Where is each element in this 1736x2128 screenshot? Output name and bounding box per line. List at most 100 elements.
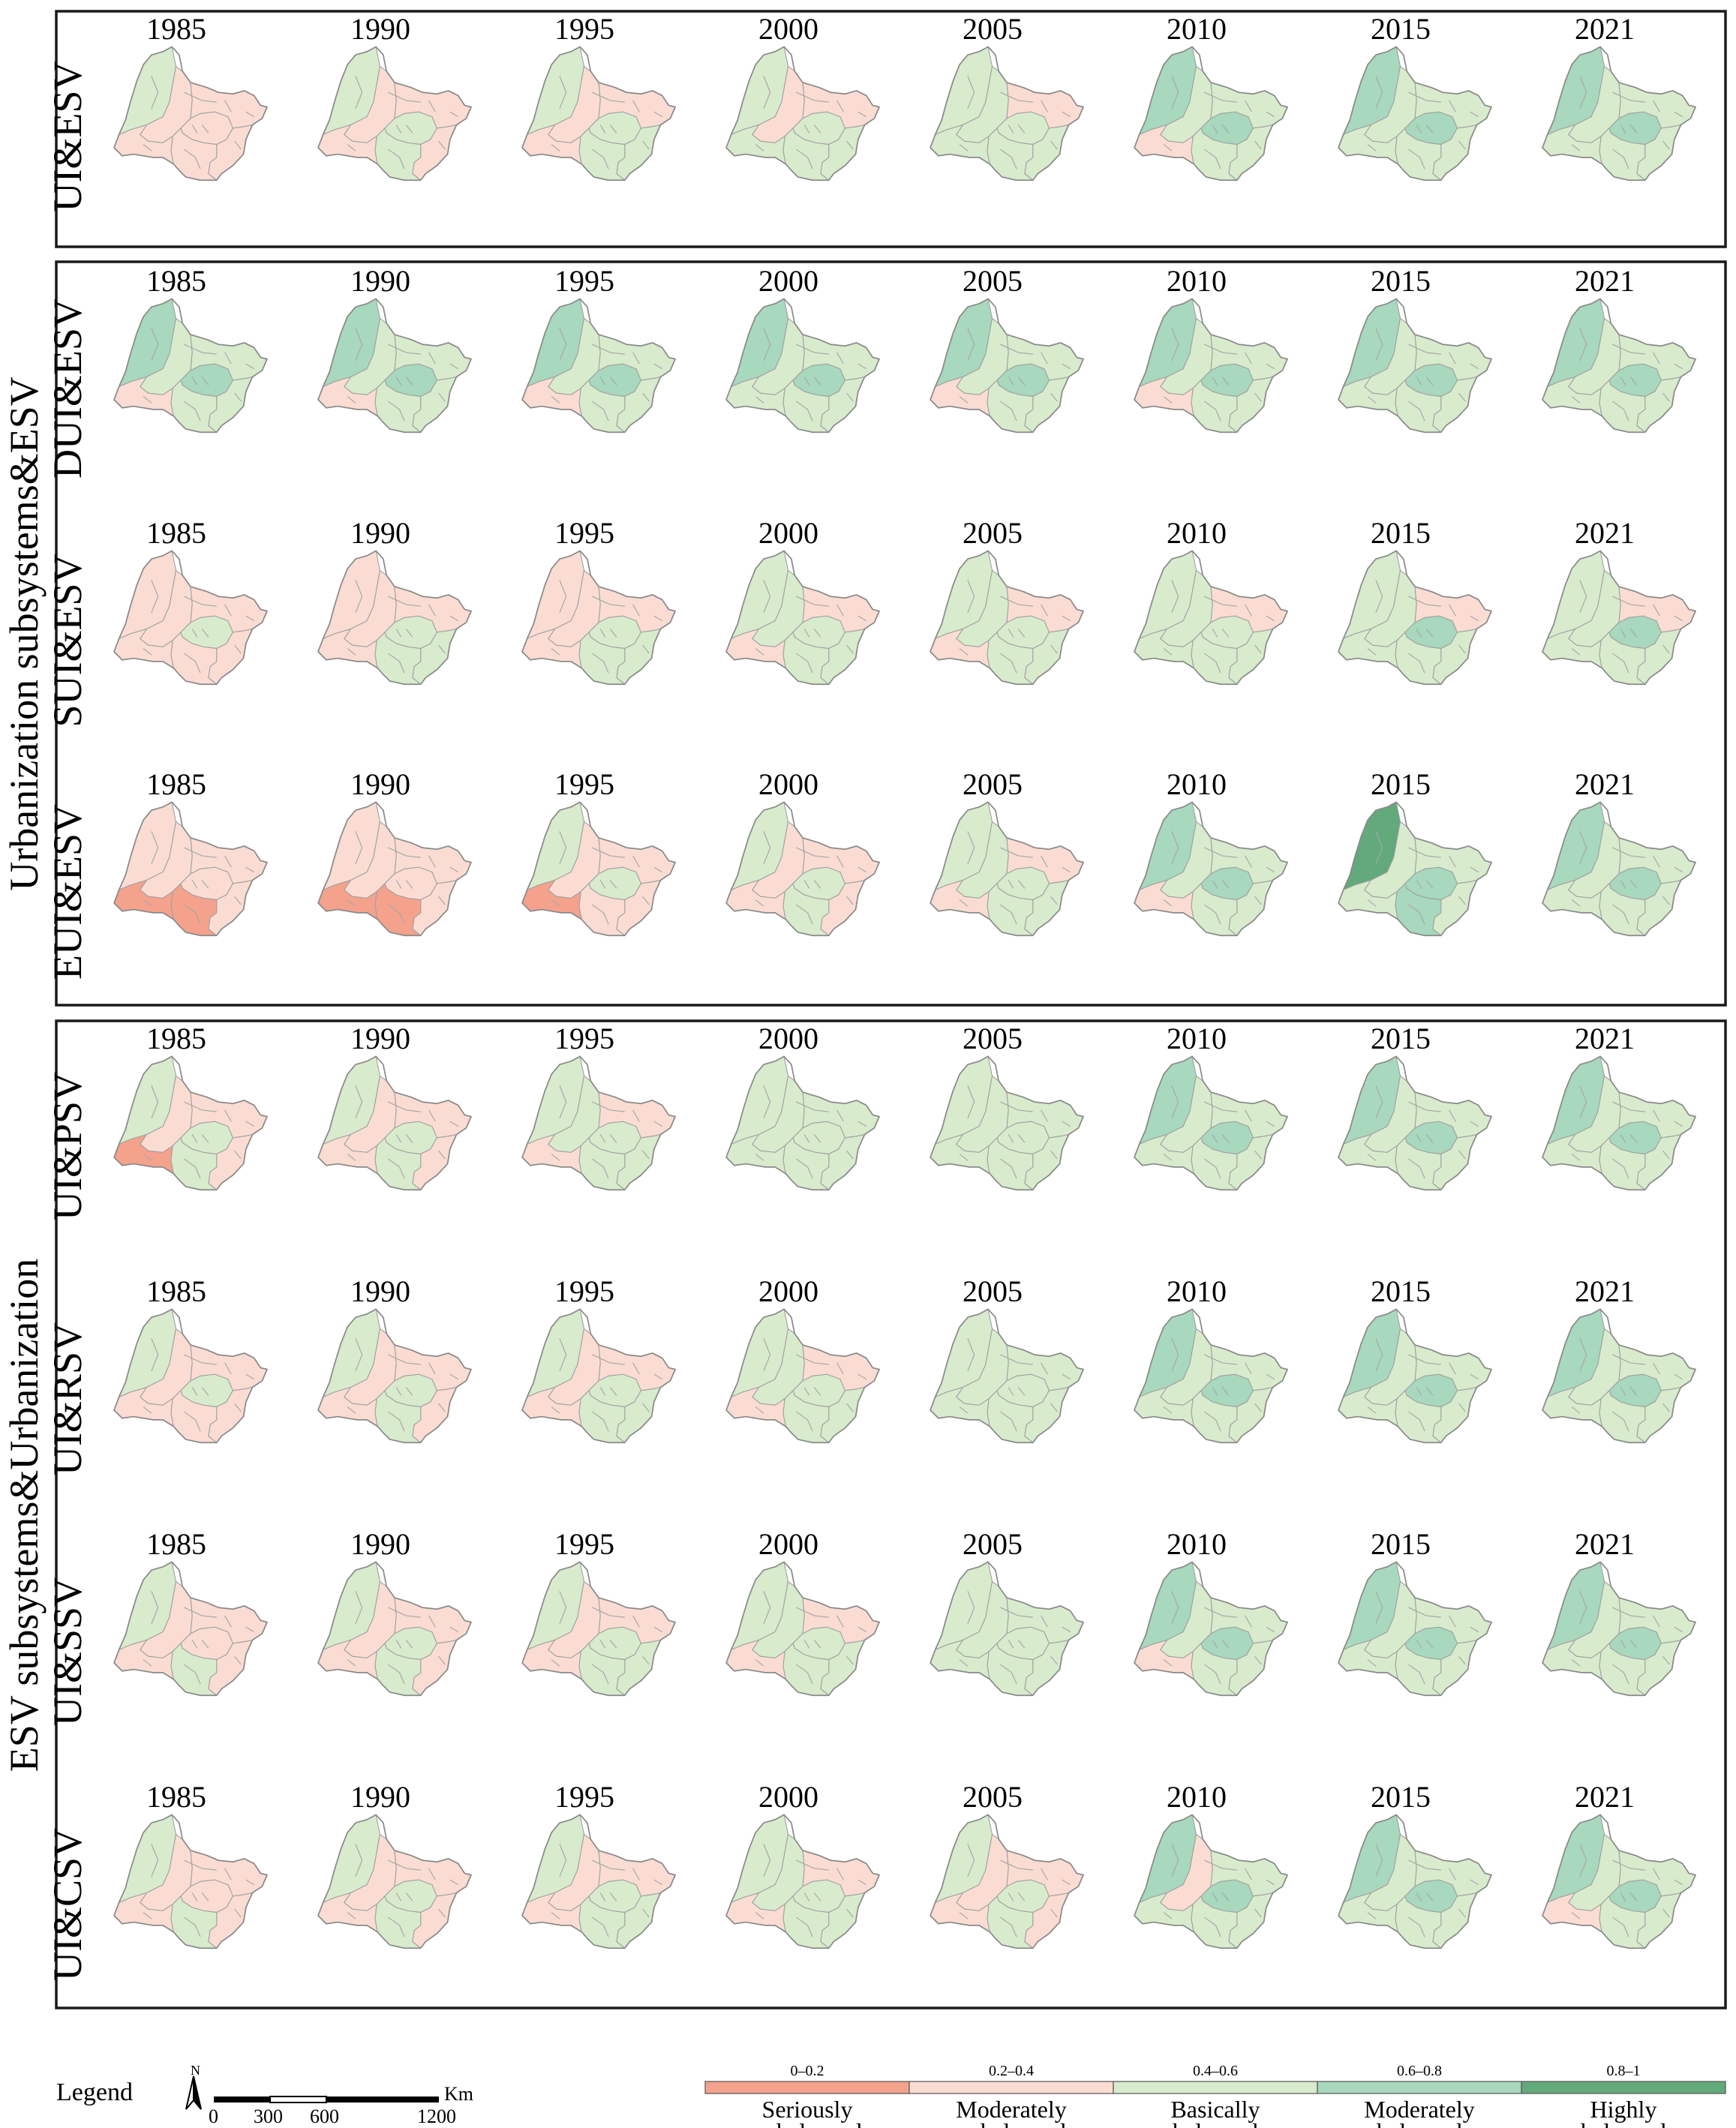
county-boundary [143, 144, 152, 152]
year-label: 2005 [963, 516, 1023, 550]
county-boundary [355, 1338, 363, 1372]
county-boundary [438, 1150, 446, 1160]
county-boundary [755, 648, 764, 656]
county-boundary [1620, 377, 1626, 386]
county-boundary [609, 125, 617, 134]
county-boundary [1416, 1892, 1422, 1901]
county-boundary [1674, 866, 1683, 873]
legend-class-label-2: unbalanced [752, 2118, 862, 2128]
county-boundary [1041, 352, 1048, 365]
year-label: 2015 [1371, 1274, 1431, 1308]
county-boundary [1571, 648, 1581, 656]
map-panel [317, 1055, 472, 1191]
map-outline [1542, 1814, 1696, 1949]
map-panel [1134, 801, 1288, 937]
county-boundary [551, 396, 560, 404]
county-boundary [1612, 1859, 1645, 1871]
county-boundary [755, 1659, 764, 1667]
county-boundary [1653, 604, 1660, 617]
map-panel [521, 1308, 676, 1444]
county-boundary [1017, 1892, 1026, 1901]
map-panel [930, 1814, 1084, 1949]
county-boundary [653, 1373, 662, 1380]
map-panel [930, 46, 1084, 182]
map-panel [1338, 1308, 1492, 1444]
county-boundary [1629, 1640, 1638, 1649]
year-label: 1990 [350, 1274, 410, 1308]
county-boundary [143, 1659, 152, 1667]
county-boundary [224, 1109, 232, 1122]
county-boundary [1653, 352, 1660, 365]
county-boundary [632, 855, 640, 868]
county-boundary [1408, 1664, 1425, 1685]
county-boundary [395, 1892, 402, 1901]
county-boundary [388, 847, 421, 858]
county-boundary [1171, 1338, 1179, 1372]
county-boundary [1470, 1121, 1479, 1127]
county-boundary [1612, 1101, 1645, 1112]
map-outline [521, 801, 676, 937]
county-boundary [803, 1134, 810, 1143]
county-boundary [184, 1101, 217, 1112]
county-boundary [592, 1354, 625, 1365]
county-boundary [1449, 1362, 1456, 1375]
map-outline [521, 298, 676, 434]
county-boundary [1375, 1591, 1383, 1625]
county-boundary [1204, 1354, 1237, 1365]
county-boundary [1620, 629, 1626, 638]
county-boundary [959, 1659, 969, 1667]
county-boundary [245, 1121, 254, 1127]
county-boundary [355, 1591, 363, 1625]
county-boundary [653, 866, 662, 873]
map-panel [1134, 1814, 1288, 1949]
county-boundary [395, 377, 402, 386]
year-label: 2021 [1575, 767, 1635, 801]
legend-class: 0.2–0.4 Moderatelyunbalanced [909, 2063, 1114, 2128]
county-boundary [347, 144, 356, 152]
map-outline [1134, 1308, 1288, 1444]
year-label: 2000 [758, 1274, 818, 1308]
county-boundary [1612, 653, 1629, 674]
county-boundary [405, 1134, 413, 1143]
county-boundary [191, 629, 198, 638]
county-boundary [1579, 328, 1587, 362]
year-label: 2000 [758, 1527, 818, 1561]
county-boundary [151, 831, 159, 865]
county-boundary [1375, 1085, 1383, 1119]
county-boundary [803, 377, 810, 386]
map-outline [930, 1814, 1084, 1949]
county-boundary [959, 1406, 969, 1414]
county-boundary [1050, 1403, 1058, 1412]
map-outline [1338, 46, 1492, 182]
county-boundary [1266, 363, 1275, 370]
county-boundary [151, 1591, 159, 1625]
map-outline [521, 1308, 676, 1444]
county-boundary [632, 604, 640, 617]
county-boundary [1017, 629, 1026, 638]
class-legend: 0–0.2Seriouslyunbalanced0.2–0.4Moderatel… [704, 2063, 1726, 2128]
county-boundary [1449, 352, 1456, 365]
county-boundary [1571, 1154, 1581, 1161]
county-boundary [609, 377, 617, 386]
county-boundary [184, 344, 217, 355]
county-boundary [796, 1101, 829, 1112]
county-boundary [388, 1354, 421, 1365]
map-panel [1542, 1055, 1696, 1191]
year-label: 2010 [1167, 516, 1227, 550]
county-boundary [1367, 396, 1377, 404]
map-panel [725, 298, 880, 434]
map-outline [113, 1055, 268, 1191]
year-label: 2021 [1575, 1274, 1635, 1308]
county-boundary [405, 1892, 413, 1901]
county-boundary [428, 1109, 436, 1122]
county-boundary [1008, 1640, 1014, 1649]
county-boundary [1458, 140, 1466, 150]
map-outline [1134, 46, 1288, 182]
county-boundary [1449, 604, 1456, 617]
county-boundary [347, 648, 356, 656]
map-outline [930, 298, 1084, 434]
county-boundary [428, 1868, 436, 1880]
county-boundary [191, 1387, 198, 1396]
year-label: 2005 [963, 264, 1023, 298]
county-boundary [1470, 363, 1479, 370]
